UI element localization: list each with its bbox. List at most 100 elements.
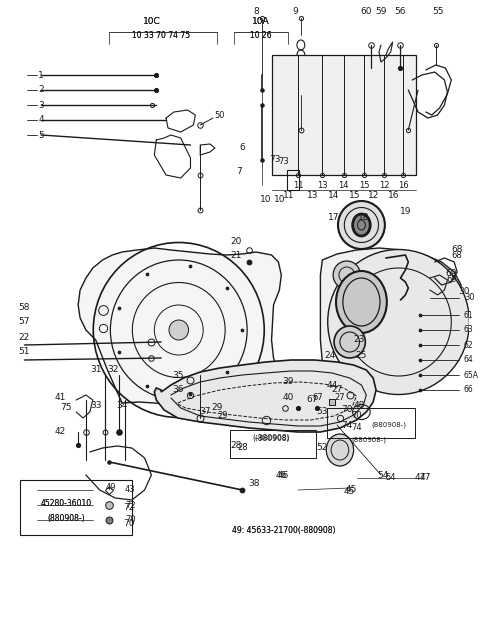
- Text: 49: 49: [106, 484, 116, 492]
- Text: 15: 15: [359, 180, 370, 190]
- Text: 35: 35: [172, 371, 183, 379]
- Text: 13: 13: [307, 190, 318, 200]
- Text: 59: 59: [375, 7, 387, 16]
- Text: 45: 45: [346, 485, 357, 494]
- Text: 24: 24: [324, 351, 336, 359]
- Text: 30: 30: [458, 288, 470, 296]
- Text: 2: 2: [38, 85, 44, 94]
- Text: 68: 68: [451, 245, 463, 255]
- Text: 10C: 10C: [143, 17, 160, 26]
- Text: 21: 21: [231, 251, 242, 260]
- Text: 10A: 10A: [252, 17, 270, 26]
- Text: 69: 69: [445, 270, 457, 278]
- Text: 68: 68: [452, 250, 463, 260]
- Text: 16: 16: [388, 190, 399, 200]
- Text: 11: 11: [283, 190, 295, 200]
- Text: (-880908): (-880908): [254, 435, 289, 441]
- Text: 37: 37: [199, 407, 211, 416]
- Text: 62: 62: [464, 341, 474, 349]
- Text: 53: 53: [317, 407, 328, 416]
- Text: 23: 23: [354, 336, 365, 344]
- Text: 41: 41: [55, 394, 66, 402]
- Text: 28: 28: [231, 441, 242, 449]
- Text: 69: 69: [446, 276, 456, 285]
- Text: 46: 46: [277, 472, 289, 480]
- Text: 57: 57: [19, 318, 30, 326]
- Text: 3: 3: [38, 100, 44, 109]
- Text: 12: 12: [369, 190, 380, 200]
- Text: 70: 70: [123, 519, 135, 527]
- Ellipse shape: [336, 271, 387, 333]
- Text: 10 33 70 74 75: 10 33 70 74 75: [132, 31, 190, 41]
- Ellipse shape: [326, 434, 354, 466]
- Text: 47: 47: [419, 474, 431, 482]
- Text: 30: 30: [464, 293, 475, 303]
- Text: 7: 7: [237, 167, 242, 177]
- Text: 55: 55: [432, 7, 444, 16]
- Bar: [327, 408, 415, 438]
- Text: 49: 45633-21700(-880908): 49: 45633-21700(-880908): [231, 525, 335, 535]
- Text: 67: 67: [312, 394, 323, 402]
- Text: 29: 29: [211, 404, 223, 412]
- Text: 5: 5: [38, 130, 44, 140]
- Text: 60: 60: [360, 7, 372, 16]
- Polygon shape: [320, 248, 461, 388]
- Text: 32: 32: [108, 366, 119, 374]
- Text: 31: 31: [90, 366, 101, 374]
- Text: 1: 1: [38, 71, 44, 79]
- Text: 34: 34: [117, 401, 128, 409]
- Text: (-880908): (-880908): [253, 434, 290, 442]
- Ellipse shape: [328, 250, 469, 394]
- Ellipse shape: [333, 261, 360, 289]
- Text: 14: 14: [328, 190, 340, 200]
- Text: 27: 27: [335, 394, 345, 402]
- Text: 73: 73: [270, 155, 281, 165]
- Text: 65A: 65A: [464, 371, 479, 379]
- Text: 61: 61: [464, 311, 474, 319]
- Polygon shape: [155, 360, 376, 432]
- Text: 47: 47: [414, 474, 426, 482]
- Text: (880908-): (880908-): [48, 514, 85, 522]
- Text: 36: 36: [172, 386, 183, 394]
- Text: 10 26: 10 26: [250, 31, 272, 41]
- Text: 10 26: 10 26: [250, 31, 272, 41]
- Text: 10C: 10C: [143, 17, 160, 26]
- Ellipse shape: [353, 214, 370, 236]
- Text: 58: 58: [19, 303, 30, 313]
- Text: (880908-): (880908-): [48, 514, 85, 522]
- Text: 40: 40: [282, 394, 294, 402]
- Text: 10 33 70 74 75: 10 33 70 74 75: [132, 31, 190, 41]
- Bar: [20, 480, 132, 535]
- Text: 13: 13: [317, 180, 328, 190]
- Text: 11: 11: [293, 180, 303, 190]
- Text: 8: 8: [253, 7, 259, 16]
- Bar: [287, 170, 299, 190]
- Text: 28: 28: [237, 444, 248, 452]
- Text: 52: 52: [317, 444, 328, 452]
- Text: 66: 66: [464, 386, 474, 394]
- Text: 70: 70: [352, 411, 362, 421]
- Text: 70: 70: [125, 515, 136, 525]
- Text: 29: 29: [217, 411, 228, 419]
- Text: 17: 17: [328, 213, 340, 223]
- Text: (880908-): (880908-): [352, 437, 387, 443]
- Text: 19: 19: [400, 208, 411, 217]
- Text: 48: 48: [354, 401, 365, 411]
- Text: 14: 14: [338, 180, 349, 190]
- Text: 74: 74: [352, 424, 362, 432]
- Text: 51: 51: [19, 348, 30, 356]
- Text: 27: 27: [331, 386, 343, 394]
- Text: 20: 20: [231, 238, 242, 246]
- Bar: [229, 430, 315, 458]
- Text: 49: 45633-21700(-880908): 49: 45633-21700(-880908): [231, 525, 335, 535]
- Text: 75: 75: [60, 404, 72, 412]
- Text: 12: 12: [379, 180, 389, 190]
- Text: 42: 42: [55, 427, 66, 437]
- Text: 74: 74: [341, 421, 352, 429]
- Text: 67: 67: [307, 396, 318, 404]
- Ellipse shape: [169, 320, 189, 340]
- Text: 10: 10: [274, 195, 285, 205]
- Text: 73: 73: [278, 157, 288, 167]
- Ellipse shape: [334, 326, 365, 358]
- Text: 16: 16: [398, 180, 409, 190]
